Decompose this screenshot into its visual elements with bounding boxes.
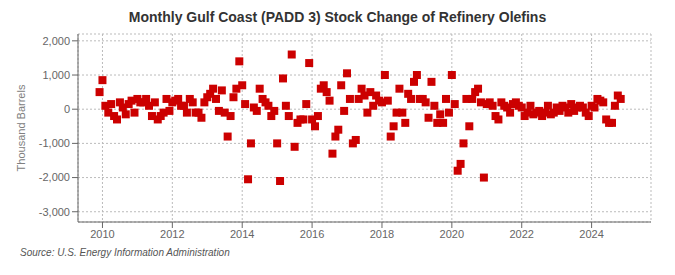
html-text:Monthly Gulf Coast (PADD 3) St: Monthly Gulf Coast (PADD 3) Stock Change… [128, 9, 547, 25]
svg-text:2010: 2010 [90, 228, 114, 240]
svg-text:1,000: 1,000 [42, 69, 70, 81]
svg-text:-3,000: -3,000 [39, 206, 70, 218]
html-text:Source: U.S. Energy Informatio: Source: U.S. Energy Information Administ… [20, 247, 230, 258]
svg-text:2012: 2012 [160, 228, 184, 240]
svg-text:0: 0 [64, 103, 70, 115]
svg-text:2014: 2014 [230, 228, 254, 240]
svg-text:2,000: 2,000 [42, 35, 70, 47]
svg-text:2020: 2020 [440, 228, 464, 240]
svg-text:-1,000: -1,000 [39, 137, 70, 149]
svg-text:2016: 2016 [300, 228, 324, 240]
svg-text:2024: 2024 [579, 228, 603, 240]
svg-text:2018: 2018 [370, 228, 394, 240]
svg-text:2022: 2022 [509, 228, 533, 240]
svg-text:Thousand Barrels: Thousand Barrels [15, 84, 27, 171]
svg-text:-2,000: -2,000 [39, 171, 70, 183]
